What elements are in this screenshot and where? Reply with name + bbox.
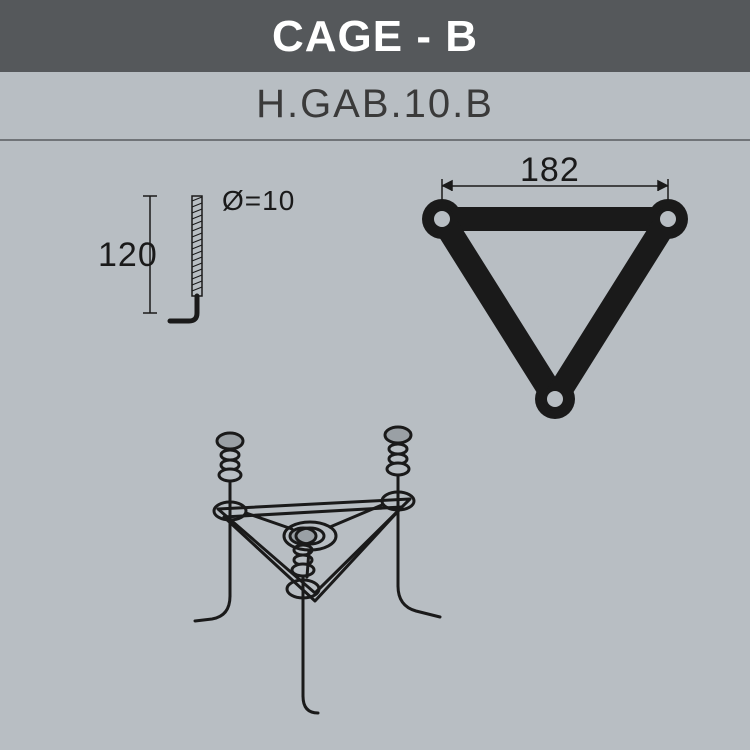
cage-isometric-icon <box>195 427 440 713</box>
anchor-bolt-icon <box>170 196 202 321</box>
diagram-svg <box>0 141 750 731</box>
product-title: CAGE - B <box>0 12 750 62</box>
technical-diagram: 120 Ø=10 182 <box>0 141 750 731</box>
height-dim-line <box>143 196 157 313</box>
title-bar: CAGE - B <box>0 0 750 72</box>
product-code: H.GAB.10.B <box>0 82 750 127</box>
subtitle-bar: H.GAB.10.B <box>0 72 750 141</box>
triangle-plate-icon <box>422 179 688 419</box>
